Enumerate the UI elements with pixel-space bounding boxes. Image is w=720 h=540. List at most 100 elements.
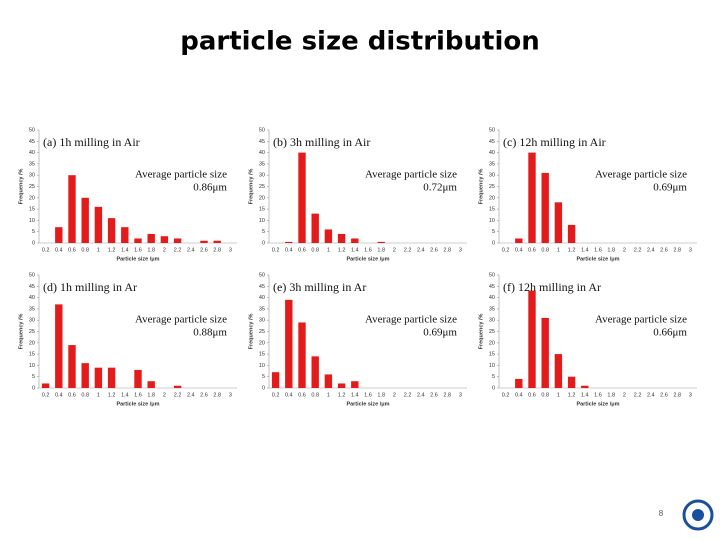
chart-title: (b) 3h milling in Air (273, 135, 370, 149)
x-tick-label: 1.8 (377, 392, 385, 398)
y-tick-label: 0 (262, 385, 265, 391)
bar (68, 175, 76, 243)
x-tick-label: 1 (557, 392, 560, 398)
x-tick-label: 0.8 (311, 392, 319, 398)
y-tick-label: 0 (492, 240, 495, 246)
bar (147, 381, 155, 388)
y-tick-label: 0 (262, 240, 265, 246)
x-axis-label: Particle size /μm (116, 256, 159, 262)
x-tick-label: 2.8 (673, 392, 681, 398)
x-tick-label: 0.2 (272, 392, 280, 398)
x-tick-label: 2.4 (187, 392, 195, 398)
x-tick-label: 0.6 (528, 392, 536, 398)
x-tick-label: 1.6 (594, 392, 602, 398)
bar (337, 383, 346, 388)
y-tick-label: 25 (29, 329, 35, 335)
x-axis-label: Particle size /μm (116, 401, 159, 407)
y-tick-label: 10 (489, 363, 495, 369)
x-tick-label: 3 (229, 247, 232, 253)
chart-title: (c) 12h milling in Air (503, 135, 606, 149)
y-tick-label: 30 (489, 173, 495, 179)
y-tick-label: 35 (259, 161, 265, 167)
bar (160, 236, 169, 243)
annotation: Average particle size (365, 169, 457, 181)
y-tick-label: 5 (32, 229, 35, 235)
y-axis-label: Frequency /% (248, 169, 254, 205)
x-tick-label: 1.4 (581, 247, 589, 253)
y-tick-label: 15 (29, 352, 35, 358)
logo (682, 499, 714, 531)
x-tick-label: 0.8 (541, 392, 549, 398)
bar (351, 381, 359, 388)
x-tick-label: 2.4 (417, 247, 425, 253)
x-tick-label: 1.8 (607, 392, 615, 398)
y-tick-label: 15 (29, 207, 35, 213)
x-tick-label: 1.2 (338, 392, 346, 398)
y-tick-label: 40 (259, 295, 265, 301)
bar (567, 376, 576, 388)
x-tick-label: 3 (459, 392, 462, 398)
y-tick-label: 10 (259, 363, 265, 369)
x-tick-label: 1.2 (108, 247, 116, 253)
y-tick-label: 40 (489, 295, 495, 301)
x-tick-label: 0.6 (68, 392, 76, 398)
y-tick-label: 25 (29, 184, 35, 190)
x-axis-label: Particle size /μm (346, 401, 389, 407)
x-axis-label: Particle size /μm (576, 401, 619, 407)
x-tick-label: 1 (327, 392, 330, 398)
x-tick-label: 1.4 (121, 392, 129, 398)
x-tick-label: 0.2 (42, 392, 50, 398)
y-tick-label: 35 (489, 306, 495, 312)
y-tick-label: 20 (259, 340, 265, 346)
bar (94, 367, 103, 388)
y-tick-label: 30 (29, 173, 35, 179)
x-tick-label: 0.6 (528, 247, 536, 253)
x-tick-label: 2 (163, 247, 166, 253)
x-tick-label: 0.6 (68, 247, 76, 253)
bar (285, 299, 293, 388)
x-tick-label: 0.8 (81, 392, 89, 398)
y-tick-label: 20 (259, 195, 265, 201)
x-tick-label: 1.4 (351, 247, 359, 253)
x-tick-label: 1.6 (364, 392, 372, 398)
x-tick-label: 2.8 (213, 392, 221, 398)
y-tick-label: 40 (259, 150, 265, 156)
annotation: 0.69μm (653, 182, 687, 194)
y-tick-label: 15 (489, 352, 495, 358)
x-tick-label: 2.2 (634, 247, 642, 253)
y-tick-label: 25 (489, 329, 495, 335)
y-tick-label: 30 (259, 173, 265, 179)
bar (41, 383, 50, 388)
y-tick-label: 50 (29, 272, 35, 278)
x-tick-label: 1.8 (377, 247, 385, 253)
y-tick-label: 20 (29, 340, 35, 346)
annotation: 0.72μm (423, 182, 457, 194)
x-tick-label: 2.4 (647, 247, 655, 253)
slide-title: particle size distribution (180, 27, 540, 57)
annotation: Average particle size (135, 169, 227, 181)
x-tick-label: 1.2 (108, 392, 116, 398)
y-tick-label: 0 (492, 385, 495, 391)
bar (554, 202, 563, 243)
bar (94, 206, 103, 243)
x-tick-label: 2.2 (634, 392, 642, 398)
x-tick-label: 2.6 (430, 247, 438, 253)
bar (311, 356, 319, 388)
x-tick-label: 1.4 (581, 392, 589, 398)
x-tick-label: 0.2 (272, 247, 280, 253)
y-tick-label: 35 (29, 161, 35, 167)
bar (121, 227, 129, 243)
y-axis-label: Frequency /% (478, 169, 484, 205)
annotation: 0.88μm (193, 327, 227, 339)
y-axis-label: Frequency /% (18, 169, 24, 205)
x-tick-label: 2.2 (404, 392, 412, 398)
y-tick-label: 10 (29, 218, 35, 224)
bar (554, 354, 563, 388)
x-tick-label: 2.8 (213, 247, 221, 253)
x-tick-label: 0.4 (285, 247, 293, 253)
chart: 0 5 10 15 20 25 30 35 40 45 50 0.2 0.4 0.6 0.8 1 1.2 1.4 1… (248, 272, 467, 407)
bar (377, 241, 385, 243)
y-tick-label: 15 (489, 207, 495, 213)
bar (311, 213, 319, 243)
